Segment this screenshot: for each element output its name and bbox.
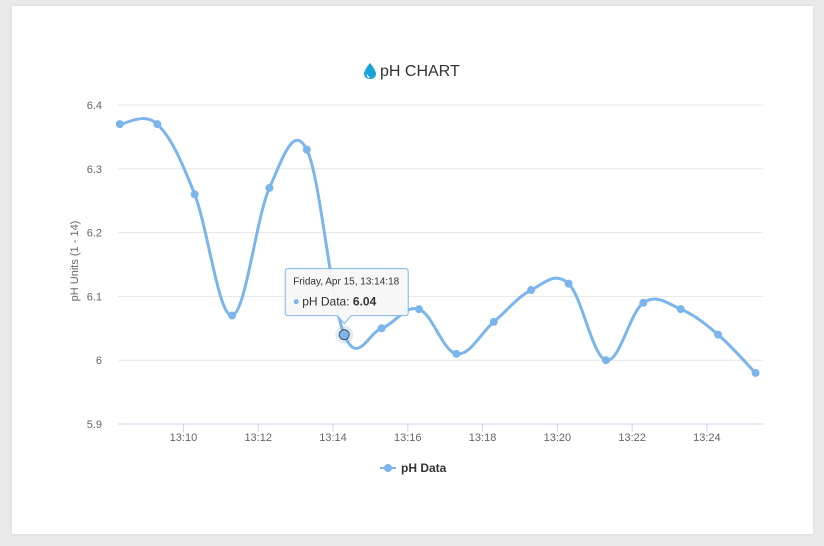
tooltip-date: Friday, Apr 15, 13:14:18 [293,277,399,288]
data-point[interactable] [452,349,461,358]
x-tick-label: 13:10 [170,432,198,444]
x-axis-ticks: 13:10 13:12 13:14 13:16 13:18 13:20 13:22 13:24 [170,424,721,444]
x-tick-label: 13:20 [544,432,572,444]
data-point[interactable] [489,317,498,326]
data-point[interactable] [228,311,237,320]
tooltip-series-marker [293,299,299,305]
legend-label: pH Data [401,461,447,475]
tooltip-series-label: pH Data: 6.04 [302,295,376,309]
x-tick-label: 13:14 [319,432,347,444]
y-tick-label: 6 [96,355,102,367]
tooltip: Friday, Apr 15, 13:14:18 pH Data: 6.04 [284,268,409,325]
data-point[interactable] [714,330,723,339]
y-tick-label: 6.3 [87,164,102,176]
chart-title-text: pH CHART [380,63,460,80]
data-point[interactable] [751,368,760,377]
water-drop-icon [364,63,376,79]
series-line [118,117,758,375]
y-tick-label: 5.9 [87,419,102,431]
y-axis-label: pH Units (1 - 14) [69,221,81,302]
legend-item-ph-data[interactable]: pH Data [380,461,447,475]
data-point[interactable] [302,145,311,154]
grid-lines [118,104,763,425]
data-point[interactable] [115,120,124,129]
data-point[interactable] [338,329,350,341]
data-point[interactable] [190,190,199,199]
x-tick-label: 13:16 [394,432,422,444]
chart-title: pH CHART [364,63,460,80]
x-tick-label: 13:18 [469,432,497,444]
tooltip-box [284,268,409,325]
data-point[interactable] [415,305,423,314]
y-axis-ticks: 5.9 6 6.1 6.2 6.3 6.4 [87,100,102,431]
y-tick-label: 6.4 [87,100,102,112]
y-tick-label: 6.1 [87,291,102,303]
data-point[interactable] [377,324,386,333]
data-point[interactable] [153,120,162,129]
y-tick-label: 6.2 [87,228,102,240]
legend-marker [384,464,392,472]
ph-line-chart: pH CHART pH Units (1 - 14) 5.9 6 6.1 6.2 6.3… [69,63,763,475]
chart-card: pH CHART pH Units (1 - 14) 5.9 6 6.1 6.2 6.3… [12,6,813,534]
data-point[interactable] [527,286,536,295]
data-point[interactable] [601,356,610,365]
series-layer [115,117,760,377]
x-tick-label: 13:22 [618,432,646,444]
data-point[interactable] [265,183,274,192]
tooltip-value: 6.04 [353,295,377,309]
data-point[interactable] [639,298,648,307]
x-tick-label: 13:24 [693,432,721,444]
data-point[interactable] [564,279,573,288]
x-tick-label: 13:12 [244,432,272,444]
data-point[interactable] [676,305,685,314]
